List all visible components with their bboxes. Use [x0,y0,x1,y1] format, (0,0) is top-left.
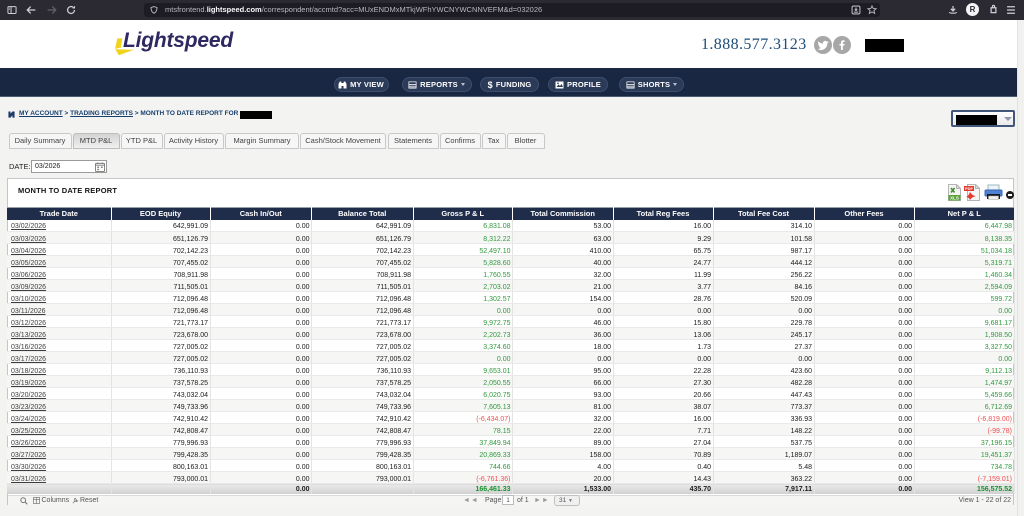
svg-text:XLS: XLS [950,196,959,201]
svg-text:PDF: PDF [965,186,974,191]
